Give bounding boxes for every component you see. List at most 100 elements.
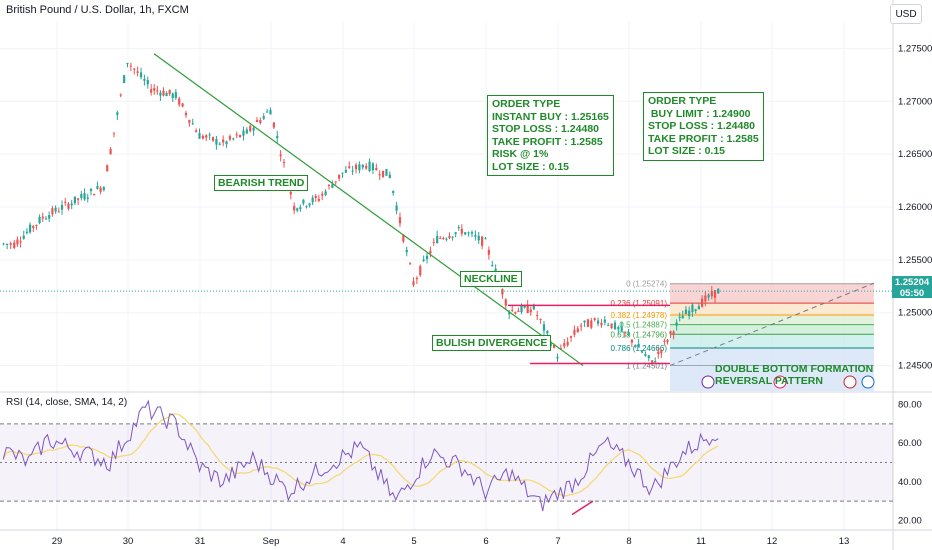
- candle-body: [448, 236, 451, 239]
- axes: 1.27500 1.27000 1.26500 1.26000 1.25500 1.250…: [0, 43, 932, 547]
- current-price-badge: 1.25204 05:50: [892, 276, 932, 299]
- candle-body: [351, 170, 354, 172]
- candle-body: [559, 348, 562, 350]
- candle-body: [41, 216, 44, 219]
- currency-button[interactable]: USD: [890, 4, 922, 24]
- candle-body: [174, 92, 177, 98]
- drawings: [153, 53, 875, 389]
- candle-body: [324, 191, 327, 196]
- candle-body: [314, 195, 317, 198]
- candle-body: [188, 119, 191, 123]
- candle-body: [341, 172, 344, 174]
- fib-level-label: 0.786 (1.24666): [611, 344, 668, 353]
- candle-body: [501, 289, 504, 295]
- candle-body: [474, 235, 477, 237]
- candle-body: [245, 129, 248, 134]
- candle-body: [269, 109, 272, 115]
- time-tick-label: Sep: [263, 536, 280, 547]
- order-box-instant-buy[interactable]: ORDER TYPE INSTANT BUY : 1.25165 STOP LO…: [487, 95, 614, 176]
- candle-body: [168, 89, 171, 95]
- candle-body: [232, 138, 235, 140]
- candle-body: [576, 328, 579, 332]
- price-tick-label: 1.25500: [898, 255, 932, 266]
- candle-body: [600, 322, 603, 326]
- candle-body: [48, 215, 51, 219]
- current-price: 1.25204: [894, 277, 930, 288]
- candle-body: [563, 343, 566, 347]
- candle-body: [156, 90, 159, 92]
- candle-body: [419, 266, 422, 276]
- fib-level-label: 1 (1.24501): [626, 361, 667, 370]
- candle-body: [454, 232, 457, 235]
- fib-level-label: 0 (1.25274): [626, 280, 667, 289]
- candle-body: [442, 237, 445, 239]
- candle-body: [218, 143, 221, 145]
- candle-body: [96, 186, 99, 189]
- candle-body: [378, 174, 381, 176]
- candle-body: [422, 259, 425, 261]
- candle-body: [487, 249, 490, 255]
- candle-body: [439, 237, 442, 239]
- candle-body: [162, 90, 165, 96]
- candle-body: [405, 249, 408, 253]
- candle-body: [566, 341, 569, 346]
- candle-body: [481, 236, 484, 246]
- candle-body: [688, 310, 691, 317]
- time-tick-label: 29: [52, 536, 63, 547]
- candle-body: [539, 318, 542, 320]
- label-double-bottom[interactable]: DOUBLE BOTTOM FORMATION REVERSAL PATTERN: [715, 363, 874, 387]
- rsi-pane: [0, 399, 893, 516]
- candle-body: [470, 232, 474, 234]
- candle-body: [398, 217, 402, 224]
- candle-body: [80, 193, 83, 198]
- candle-body: [684, 309, 688, 315]
- candle-body: [412, 281, 415, 286]
- candle-body: [198, 132, 201, 139]
- candle-body: [385, 169, 388, 176]
- label-bullish-divergence[interactable]: BULISH DIVERGENCE: [432, 335, 552, 351]
- candle-body: [13, 242, 16, 249]
- candle-body: [106, 165, 109, 172]
- time-tick-label: 31: [195, 536, 206, 547]
- candle-body: [109, 149, 112, 155]
- fib-level-label: 0.382 (1.24978): [611, 311, 668, 320]
- candle-body: [669, 331, 672, 334]
- candle-body: [644, 354, 647, 356]
- candle-body: [215, 139, 218, 145]
- candle-body: [660, 349, 663, 354]
- candle-body: [99, 187, 102, 192]
- symbol-title: British Pound / U.S. Dollar, 1h, FXCM: [6, 4, 189, 16]
- label-neckline[interactable]: NECKLINE: [460, 271, 522, 287]
- candle-body: [178, 98, 181, 105]
- candle-body: [477, 235, 480, 241]
- candle-body: [491, 265, 494, 267]
- candle-body: [415, 277, 418, 280]
- candle-body: [327, 185, 331, 187]
- time-tick-label: 7: [555, 536, 560, 547]
- candle-body: [228, 136, 232, 140]
- candle-body: [457, 226, 460, 229]
- candle-body: [675, 322, 678, 326]
- event-icon: [773, 375, 787, 389]
- candle-body: [279, 154, 282, 157]
- candle-body: [425, 255, 429, 260]
- candle-body: [143, 78, 146, 81]
- fib-level-label: 0.236 (1.25091): [611, 299, 668, 308]
- candle-body: [2, 243, 5, 245]
- candle-body: [484, 238, 487, 240]
- order-box-buy-limit[interactable]: ORDER TYPE BUY LIMIT : 1.24900 STOP LOSS…: [643, 92, 764, 161]
- time-tick-label: 30: [123, 536, 134, 547]
- candle-body: [707, 294, 710, 298]
- candle-body: [460, 228, 463, 234]
- price-tick-label: 1.24500: [898, 361, 932, 372]
- candle-body: [586, 319, 590, 327]
- time-tick-label: 8: [626, 536, 631, 547]
- candle-body: [77, 198, 80, 200]
- time-tick-label: 4: [340, 536, 345, 547]
- candle-body: [701, 298, 704, 307]
- candle-body: [102, 187, 105, 191]
- label-bearish-trend[interactable]: BEARISH TREND: [214, 175, 309, 191]
- candle-body: [83, 193, 86, 200]
